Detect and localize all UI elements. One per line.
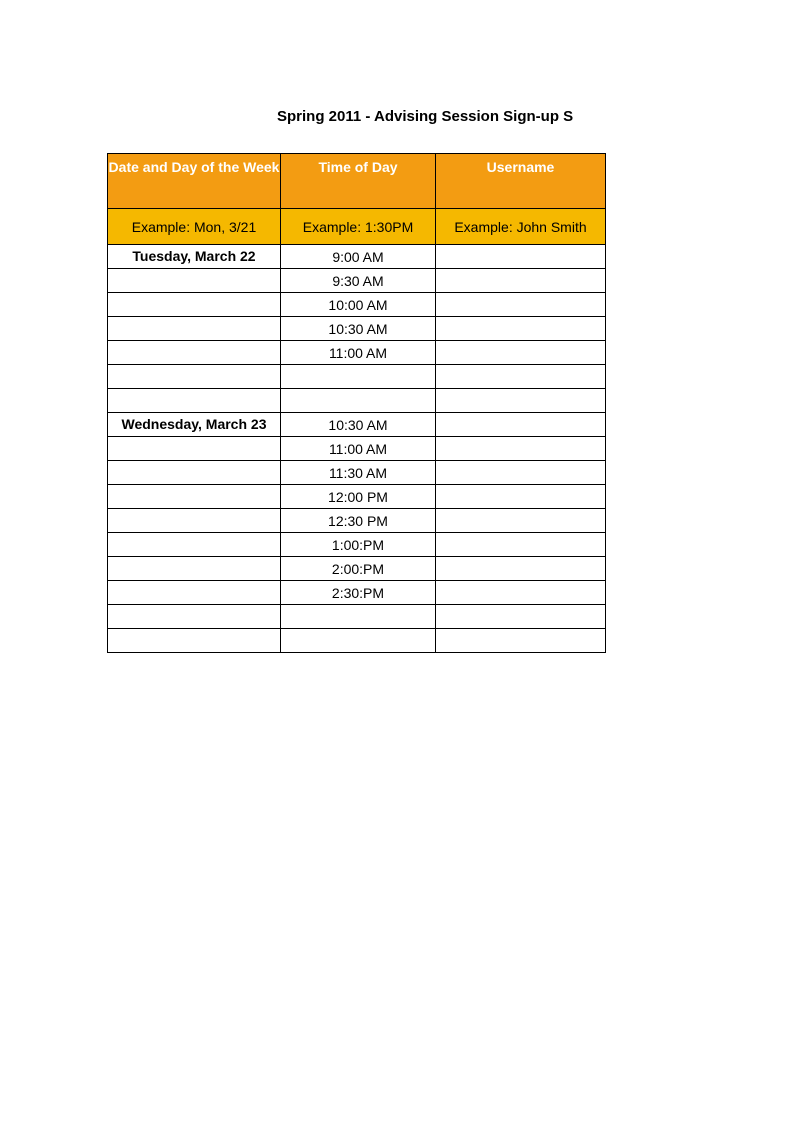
- username-cell[interactable]: [436, 365, 606, 389]
- table-row: 10:30 AM: [108, 317, 606, 341]
- table-body: Example: Mon, 3/21Example: 1:30PMExample…: [108, 209, 606, 653]
- table-row: [108, 605, 606, 629]
- example-cell: Example: 1:30PM: [281, 209, 436, 245]
- username-cell[interactable]: [436, 533, 606, 557]
- table-row: 11:00 AM: [108, 437, 606, 461]
- username-cell[interactable]: [436, 629, 606, 653]
- table-row: Tuesday, March 229:00 AM: [108, 245, 606, 269]
- header-cell: Date and Day of the Week: [108, 154, 281, 209]
- example-cell: Example: John Smith: [436, 209, 606, 245]
- time-cell: [281, 389, 436, 413]
- table-row: 12:30 PM: [108, 509, 606, 533]
- date-cell: [108, 341, 281, 365]
- date-cell: [108, 293, 281, 317]
- date-cell: [108, 581, 281, 605]
- username-cell[interactable]: [436, 509, 606, 533]
- time-cell: 10:00 AM: [281, 293, 436, 317]
- username-cell[interactable]: [436, 269, 606, 293]
- table-row: 9:30 AM: [108, 269, 606, 293]
- example-row: Example: Mon, 3/21Example: 1:30PMExample…: [108, 209, 606, 245]
- time-cell: 10:30 AM: [281, 317, 436, 341]
- time-cell: 11:00 AM: [281, 437, 436, 461]
- table-row: 2:00:PM: [108, 557, 606, 581]
- table-row: 10:00 AM: [108, 293, 606, 317]
- username-cell[interactable]: [436, 245, 606, 269]
- table-row: [108, 629, 606, 653]
- header-cell: Username: [436, 154, 606, 209]
- date-cell: [108, 269, 281, 293]
- time-cell: [281, 365, 436, 389]
- username-cell[interactable]: [436, 413, 606, 437]
- table-row: [108, 365, 606, 389]
- time-cell: 1:00:PM: [281, 533, 436, 557]
- example-cell: Example: Mon, 3/21: [108, 209, 281, 245]
- table-row: 12:00 PM: [108, 485, 606, 509]
- time-cell: 12:30 PM: [281, 509, 436, 533]
- date-cell: Wednesday, March 23: [108, 413, 281, 437]
- username-cell[interactable]: [436, 389, 606, 413]
- table-row: 1:00:PM: [108, 533, 606, 557]
- time-cell: 2:00:PM: [281, 557, 436, 581]
- username-cell[interactable]: [436, 581, 606, 605]
- username-cell[interactable]: [436, 485, 606, 509]
- username-cell[interactable]: [436, 341, 606, 365]
- time-cell: [281, 605, 436, 629]
- date-cell: [108, 533, 281, 557]
- username-cell[interactable]: [436, 605, 606, 629]
- table-row: 11:30 AM: [108, 461, 606, 485]
- time-cell: [281, 629, 436, 653]
- header-cell: Time of Day: [281, 154, 436, 209]
- date-cell: [108, 485, 281, 509]
- date-cell: [108, 605, 281, 629]
- page-title: Spring 2011 - Advising Session Sign-up S: [277, 108, 795, 125]
- table-header: Date and Day of the WeekTime of DayUsern…: [108, 154, 606, 209]
- table-row: 11:00 AM: [108, 341, 606, 365]
- page-container: Spring 2011 - Advising Session Sign-up S…: [0, 0, 795, 653]
- time-cell: 11:30 AM: [281, 461, 436, 485]
- username-cell[interactable]: [436, 317, 606, 341]
- username-cell[interactable]: [436, 437, 606, 461]
- date-cell: [108, 557, 281, 581]
- date-cell: [108, 509, 281, 533]
- time-cell: 9:30 AM: [281, 269, 436, 293]
- username-cell[interactable]: [436, 293, 606, 317]
- username-cell[interactable]: [436, 461, 606, 485]
- table-row: [108, 389, 606, 413]
- table-row: Wednesday, March 2310:30 AM: [108, 413, 606, 437]
- date-cell: [108, 437, 281, 461]
- time-cell: 11:00 AM: [281, 341, 436, 365]
- date-cell: Tuesday, March 22: [108, 245, 281, 269]
- date-cell: [108, 461, 281, 485]
- date-cell: [108, 317, 281, 341]
- date-cell: [108, 389, 281, 413]
- date-cell: [108, 629, 281, 653]
- signup-table: Date and Day of the WeekTime of DayUsern…: [107, 153, 606, 653]
- table-row: 2:30:PM: [108, 581, 606, 605]
- time-cell: 2:30:PM: [281, 581, 436, 605]
- time-cell: 10:30 AM: [281, 413, 436, 437]
- time-cell: 9:00 AM: [281, 245, 436, 269]
- username-cell[interactable]: [436, 557, 606, 581]
- date-cell: [108, 365, 281, 389]
- time-cell: 12:00 PM: [281, 485, 436, 509]
